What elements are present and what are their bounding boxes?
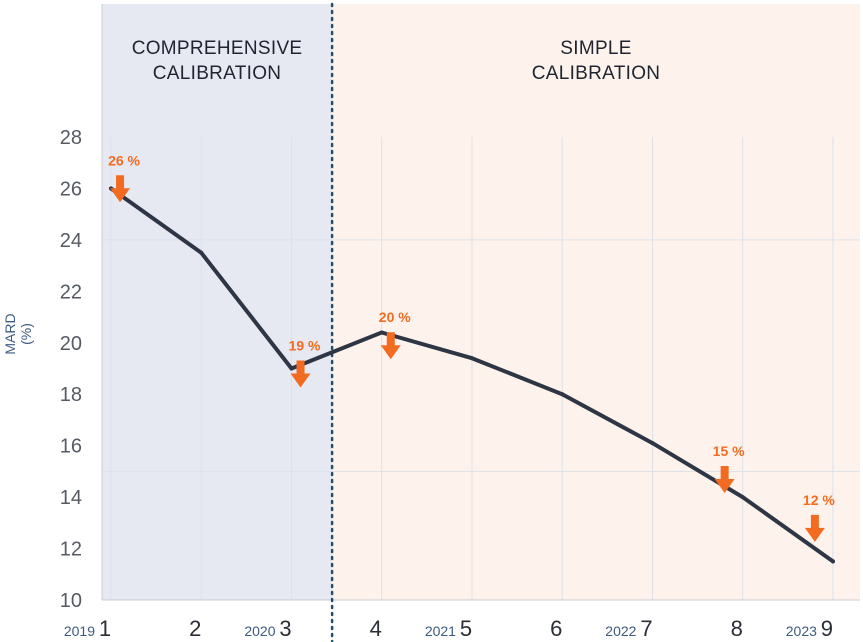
year-label-0: 2019 (64, 623, 95, 639)
year-label-3: 2022 (605, 623, 636, 639)
data-point-0-4 (469, 356, 474, 361)
x-tick-label-7: 8 (731, 616, 743, 641)
data-point-0-3 (379, 330, 384, 335)
year-label-4: 2023 (786, 623, 817, 639)
annotation-label-2: 20 % (379, 309, 411, 325)
region-label-0: COMPREHENSIVE CALIBRATION (131, 38, 303, 84)
data-point-0-6 (650, 441, 655, 446)
region-background-1 (332, 4, 860, 600)
data-point-0-8 (830, 559, 835, 564)
y-tick-label-3: 16 (60, 436, 82, 458)
y-tick-label-6: 22 (60, 281, 82, 303)
year-label-2: 2021 (425, 623, 456, 639)
region-background-0 (102, 4, 333, 600)
y-tick-label-0: 10 (60, 590, 82, 612)
annotation-label-4: 12 % (803, 492, 835, 508)
y-tick-label-8: 26 (60, 178, 82, 200)
data-point-0-7 (740, 495, 745, 500)
y-axis-label: MARD (%) (2, 313, 34, 355)
y-tick-label-7: 24 (60, 230, 82, 252)
x-tick-label-5: 6 (550, 616, 562, 641)
data-point-0-1 (199, 250, 204, 255)
data-point-0-5 (560, 392, 565, 397)
x-tick-label-4: 5 (460, 616, 472, 641)
x-tick-label-2: 3 (279, 616, 291, 641)
annotation-arrow-1 (290, 360, 311, 388)
region-label-1: SIMPLE CALIBRATION (531, 38, 661, 84)
y-tick-label-5: 20 (60, 333, 82, 355)
year-label-1: 2020 (244, 623, 275, 639)
x-tick-label-8: 9 (821, 616, 833, 641)
annotation-label-1: 19 % (289, 337, 321, 353)
annotation-label-3: 15 % (713, 443, 745, 459)
annotation-arrow-4 (804, 514, 825, 542)
x-tick-label-3: 4 (370, 616, 382, 641)
annotation-arrow-0 (110, 175, 131, 203)
x-tick-label-6: 7 (640, 616, 652, 641)
y-tick-label-9: 28 (60, 127, 82, 149)
y-tick-label-2: 14 (60, 487, 82, 509)
x-tick-label-0: 1 (99, 616, 111, 641)
y-tick-label-1: 12 (60, 539, 82, 561)
x-tick-label-1: 2 (189, 616, 201, 641)
y-tick-label-4: 18 (60, 384, 82, 406)
annotation-label-0: 26 % (108, 152, 140, 168)
annotation-arrow-2 (380, 332, 401, 360)
data-point-0-2 (289, 366, 294, 371)
annotation-arrow-3 (714, 465, 735, 493)
